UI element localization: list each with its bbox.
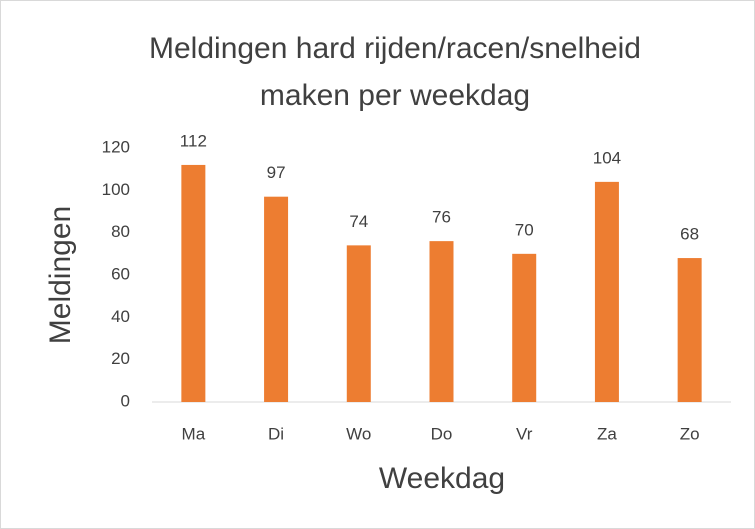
- y-tick-label: 0: [121, 391, 130, 410]
- data-label: 70: [515, 220, 534, 239]
- bar: [181, 164, 206, 402]
- x-tick-label: Ma: [182, 424, 206, 443]
- y-tick-label: 20: [111, 349, 130, 368]
- y-tick-label: 40: [111, 307, 130, 326]
- y-tick-label: 80: [111, 222, 130, 241]
- bar: [429, 241, 454, 402]
- y-tick-label: 60: [111, 264, 130, 283]
- y-tick-label: 100: [102, 180, 130, 199]
- x-tick-label: Do: [431, 424, 453, 443]
- y-tick-label: 120: [102, 137, 130, 156]
- x-axis-title: Weekdag: [379, 462, 505, 495]
- bar: [512, 253, 537, 402]
- bar: [264, 196, 289, 402]
- chart-title: Meldingen hard rijden/racen/snelheid: [149, 32, 641, 65]
- x-tick-label: Di: [268, 424, 284, 443]
- data-label: 76: [432, 208, 451, 227]
- data-label: 97: [267, 163, 286, 182]
- data-label: 68: [680, 225, 699, 244]
- y-axis-title: Meldingen: [44, 206, 77, 344]
- data-label: 112: [180, 131, 207, 150]
- bar: [594, 181, 619, 402]
- data-label: 74: [349, 212, 368, 231]
- x-tick-label: Vr: [516, 424, 533, 443]
- bar: [677, 258, 702, 402]
- bar: [346, 245, 371, 402]
- x-tick-label: Wo: [346, 424, 371, 443]
- x-tick-label: Zo: [680, 424, 700, 443]
- data-label: 104: [593, 148, 621, 167]
- chart-title: maken per weekdag: [260, 79, 530, 112]
- x-tick-label: Za: [597, 424, 617, 443]
